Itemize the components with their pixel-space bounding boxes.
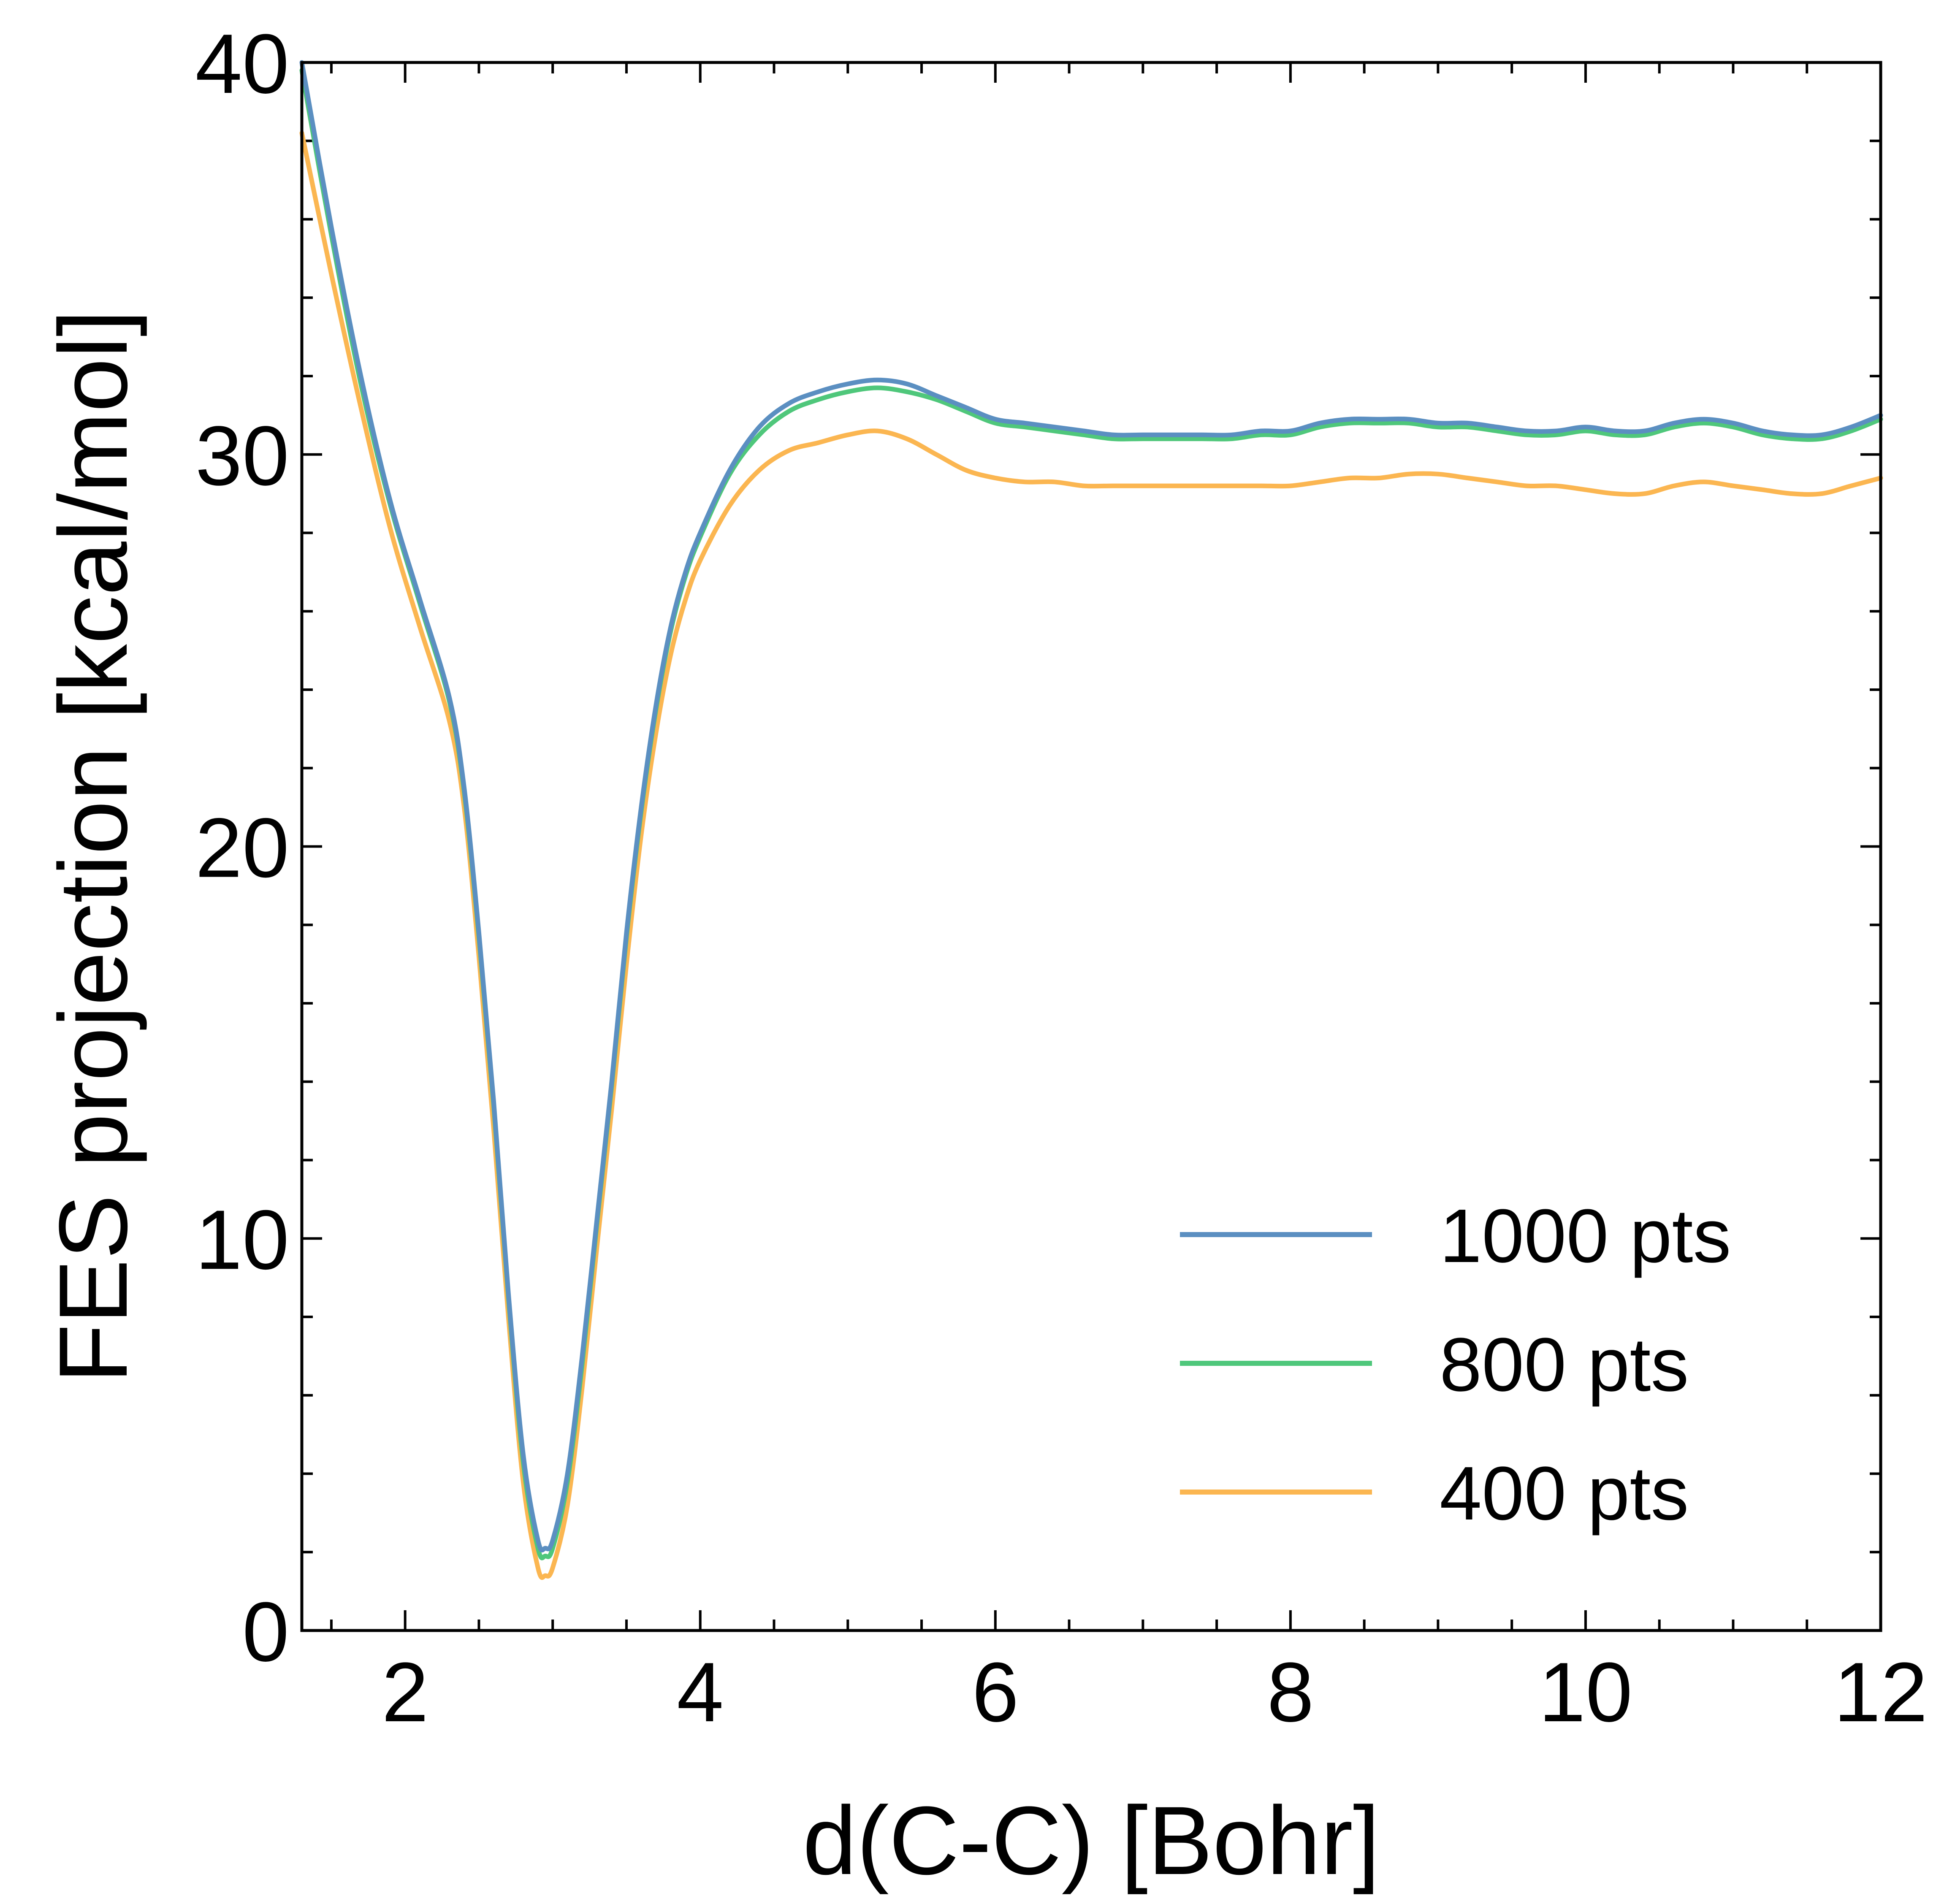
y-tick-label: 30 — [195, 409, 289, 503]
x-tick-label: 12 — [1834, 1645, 1928, 1739]
x-tick-label: 10 — [1539, 1645, 1632, 1739]
plot-frame — [300, 61, 1882, 1632]
x-tick-label: 6 — [972, 1645, 1019, 1739]
x-tick-label: 8 — [1267, 1645, 1314, 1739]
legend-label: 400 pts — [1440, 1451, 1689, 1536]
legend-label: 1000 pts — [1440, 1194, 1731, 1278]
series-lines — [299, 60, 1883, 1580]
axis-tick-labels: 2 4 6 8 10 12 0 10 20 30 40 — [195, 17, 1928, 1739]
y-tick-label: 0 — [242, 1585, 289, 1679]
axis-ticks — [302, 61, 1882, 1632]
x-tick-label: 4 — [677, 1645, 724, 1739]
legend-label: 800 pts — [1440, 1322, 1689, 1407]
x-tick-label: 2 — [382, 1645, 428, 1739]
y-tick-label: 10 — [195, 1193, 289, 1287]
y-tick-label: 20 — [195, 801, 289, 895]
series-line-1000-pts — [299, 60, 1883, 1553]
x-axis-label: d(C-C) [Bohr] — [803, 1786, 1380, 1895]
y-axis-label: FES projection [kcal/mol] — [39, 310, 147, 1384]
legend: 1000 pts 800 pts 400 pts — [1180, 1194, 1731, 1536]
y-tick-label: 40 — [195, 17, 289, 111]
